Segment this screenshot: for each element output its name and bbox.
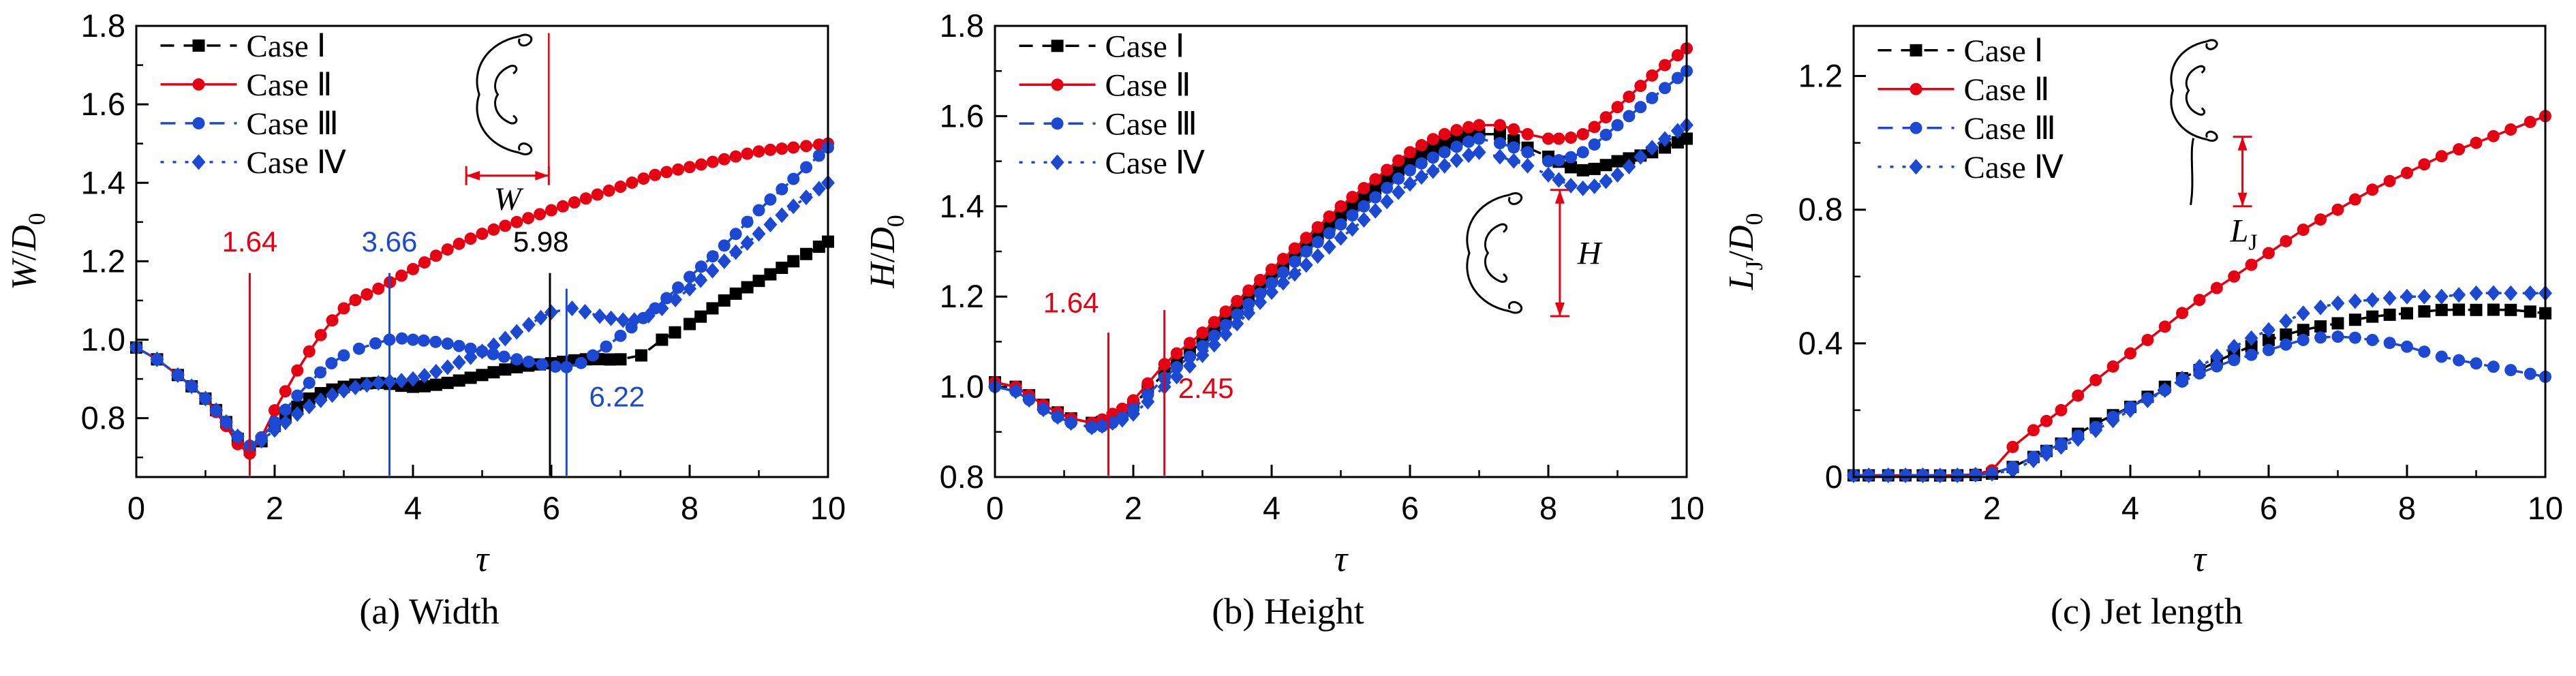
legend-label: Case Ⅲ xyxy=(1964,111,2057,147)
series-3 xyxy=(1847,331,2551,482)
legend-label: Case Ⅳ xyxy=(1964,150,2064,185)
x-tick-label: 4 xyxy=(1263,490,1281,526)
y-tick-label: 0.8 xyxy=(81,400,125,436)
x-tick-label: 0 xyxy=(986,490,1004,526)
legend-label: Case Ⅱ xyxy=(1105,67,1191,103)
y-tick-label: 1.8 xyxy=(940,7,984,44)
y-tick-label: 1.0 xyxy=(81,322,125,358)
annotation-5.98: 5.98 xyxy=(513,226,569,476)
annotation-label: 2.45 xyxy=(1178,372,1234,404)
x-tick-label: 6 xyxy=(542,490,560,526)
legend-label: Case Ⅰ xyxy=(247,29,326,64)
y-axis-label: H/D0 xyxy=(863,215,909,289)
legend-label: Case Ⅳ xyxy=(1105,145,1206,181)
y-tick-label: 1.2 xyxy=(940,278,984,314)
x-tick-label: 4 xyxy=(404,490,422,526)
x-tick-label: 2 xyxy=(266,490,283,526)
caption-jet-length: (c) Jet length xyxy=(2051,591,2243,632)
legend-label: Case Ⅱ xyxy=(1964,72,2050,108)
x-tick-label: 8 xyxy=(681,490,699,526)
series-4 xyxy=(129,174,835,454)
legend-label: Case Ⅲ xyxy=(1105,106,1198,142)
chart-width: 0 2 4 6 8 10 0.8 1.0 1.2 1.4 1.6 1.8 τ W/D0 1.64 3.66 5.… xyxy=(5,7,846,579)
axes: 0 2 4 6 8 10 0.8 1.0 1.2 1.4 1.6 1.8 xyxy=(940,7,1704,526)
panel-jet-length: 2 4 6 8 10 0 0.4 0.8 1.2 τ LJ/D0 Case Ⅰ Case Ⅱ Case Ⅲ… xyxy=(1717,7,2576,632)
dimension-label: H xyxy=(1577,235,1603,271)
x-axis-label: τ xyxy=(2193,538,2207,579)
y-tick-label: 1.8 xyxy=(81,7,125,44)
y-tick-label: 0.8 xyxy=(940,459,984,495)
y-tick-label: 0 xyxy=(1825,459,1843,495)
x-tick-label: 10 xyxy=(810,490,846,526)
legend-label: Case Ⅱ xyxy=(247,67,333,103)
caption-height: (b) Height xyxy=(1212,591,1364,632)
x-tick-label: 0 xyxy=(127,490,145,526)
x-tick-label: 6 xyxy=(2260,490,2278,526)
crown-sketch-icon xyxy=(477,35,532,154)
caption-width: (a) Width xyxy=(359,591,500,632)
plot-frame xyxy=(994,25,1688,478)
y-axis-label: LJ/D0 xyxy=(1722,213,1768,291)
crown-sketch-icon xyxy=(1467,194,1522,313)
panel-width: 0 2 4 6 8 10 0.8 1.0 1.2 1.4 1.6 1.8 τ W/D0 1.64 3.66 5.… xyxy=(0,7,859,632)
y-tick-label: 0.4 xyxy=(1798,325,1843,361)
x-tick-label: 8 xyxy=(2398,490,2416,526)
annotation-label: 1.64 xyxy=(1043,286,1099,318)
x-tick-label: 4 xyxy=(2121,490,2139,526)
series-4 xyxy=(988,117,1693,435)
y-tick-label: 1.2 xyxy=(81,243,125,279)
inset-sketch: H xyxy=(1467,189,1603,318)
annotation-1.64: 1.64 xyxy=(222,226,278,476)
y-tick-label: 1.4 xyxy=(940,188,984,224)
dimension-label: LJ xyxy=(2230,213,2258,256)
annotation-label: 3.66 xyxy=(362,226,418,258)
x-tick-label: 2 xyxy=(1983,490,2001,526)
plot-frame xyxy=(1852,25,2547,478)
inset-sketch: LJ xyxy=(2171,40,2258,256)
annotation-3.66: 3.66 xyxy=(362,226,418,476)
annotation-1.64: 1.64 xyxy=(1043,286,1109,476)
axes: 2 4 6 8 10 0 0.4 0.8 1.2 xyxy=(1798,58,2563,526)
x-tick-label: 2 xyxy=(1124,490,1142,526)
dimension-label: W xyxy=(494,181,524,217)
y-tick-label: 1.0 xyxy=(940,369,984,405)
crown-sketch-icon xyxy=(2171,40,2217,205)
panel-height: 0 2 4 6 8 10 0.8 1.0 1.2 1.4 1.6 1.8 τ H/D0 1.64 2.45 Ca… xyxy=(859,7,1717,632)
annotation-label: 5.98 xyxy=(513,226,569,258)
x-tick-label: 6 xyxy=(1401,490,1419,526)
y-tick-label: 0.8 xyxy=(1798,191,1843,228)
chart-height: 0 2 4 6 8 10 0.8 1.0 1.2 1.4 1.6 1.8 τ H/D0 1.64 2.45 Ca… xyxy=(863,7,1704,579)
annotation-label: 6.22 xyxy=(589,380,645,412)
y-tick-label: 1.2 xyxy=(1798,58,1843,94)
y-tick-label: 1.4 xyxy=(81,164,125,200)
x-tick-label: 8 xyxy=(1539,490,1557,526)
y-tick-label: 1.6 xyxy=(81,86,125,122)
annotation-2.45: 2.45 xyxy=(1163,310,1234,476)
annotation-6.22: 6.22 xyxy=(565,288,645,476)
x-axis-label: τ xyxy=(476,538,490,579)
series-1 xyxy=(1847,303,2551,482)
legend-label: Case Ⅰ xyxy=(1964,33,2044,69)
legend-label: Case Ⅰ xyxy=(1105,29,1185,64)
inset-sketch: W xyxy=(465,33,550,217)
legend-label: Case Ⅳ xyxy=(247,145,347,181)
y-tick-label: 1.6 xyxy=(940,97,984,134)
legend-label: Case Ⅲ xyxy=(247,106,339,142)
annotation-label: 1.64 xyxy=(222,226,278,258)
figure: 0 2 4 6 8 10 0.8 1.0 1.2 1.4 1.6 1.8 τ W/D0 1.64 3.66 5.… xyxy=(0,7,2576,632)
x-axis-label: τ xyxy=(1334,538,1349,579)
plot-frame xyxy=(135,25,829,478)
series-1 xyxy=(989,127,1693,429)
x-tick-label: 10 xyxy=(2528,490,2563,526)
axes: 0 2 4 6 8 10 0.8 1.0 1.2 1.4 1.6 1.8 xyxy=(81,7,846,526)
x-tick-label: 10 xyxy=(1669,490,1704,526)
y-axis-label: W/D0 xyxy=(5,213,50,290)
series-3 xyxy=(130,141,834,452)
series-4 xyxy=(1847,285,2552,484)
